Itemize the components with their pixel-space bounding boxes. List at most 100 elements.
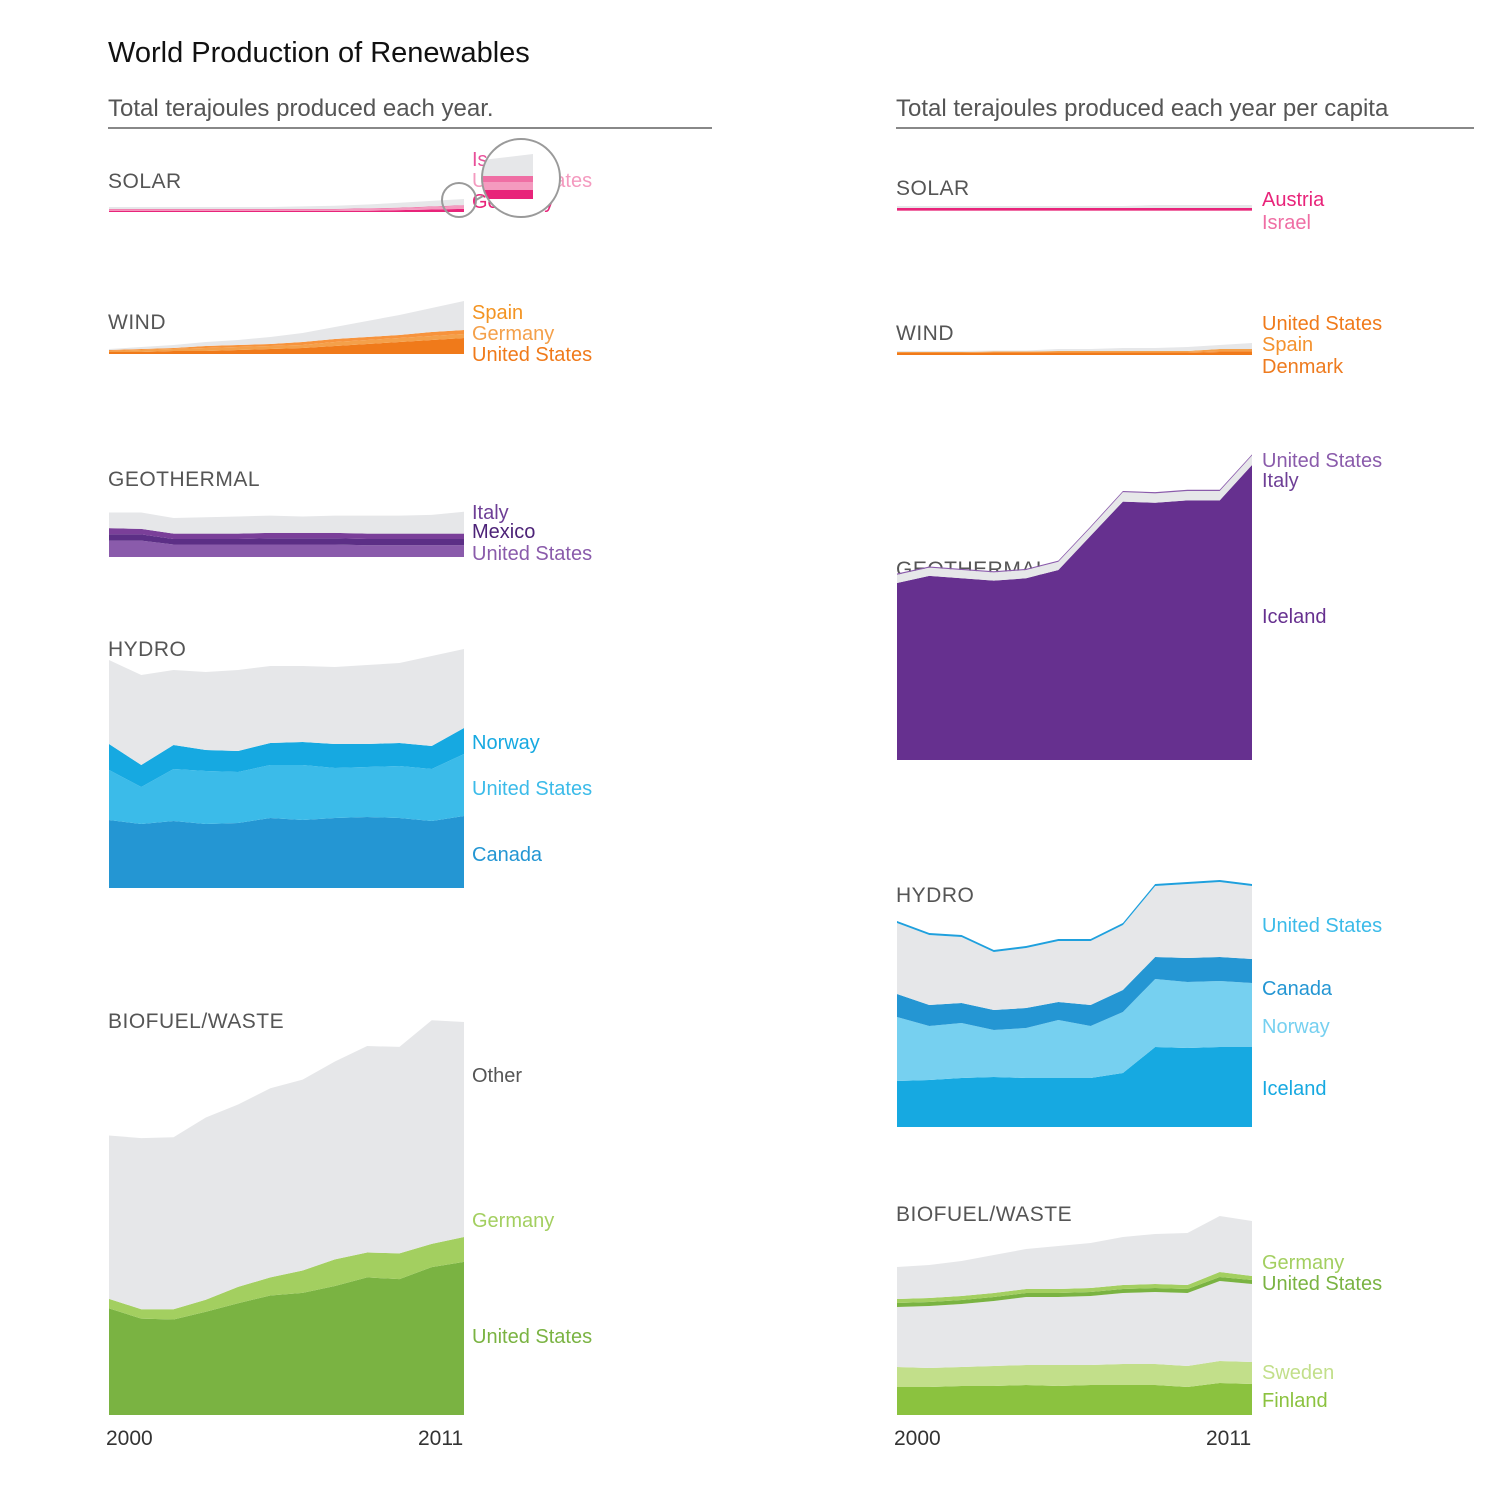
area-united-states [109, 1261, 464, 1415]
category-label: WIND [108, 311, 166, 334]
area-israel [109, 205, 464, 210]
area-iceland [897, 1047, 1252, 1127]
area-sweden [897, 1361, 1252, 1387]
area-germany [109, 1236, 464, 1320]
area-other [109, 1020, 464, 1310]
series-label: Sweden [1262, 1362, 1334, 1384]
panel-right: Total terajoules produced each year per … [894, 95, 1474, 1450]
area-norway [897, 979, 1252, 1081]
magnifier-inset [441, 138, 561, 218]
x-tick-label: 2000 [894, 1427, 941, 1450]
series-label: Germany [472, 1210, 554, 1232]
series-label: Germany [1262, 1252, 1344, 1274]
area-italy [109, 528, 464, 540]
area-united-states [109, 540, 464, 557]
series-label: United States [1262, 450, 1382, 472]
area-canada [897, 957, 1252, 1030]
category-label: HYDRO [896, 884, 974, 907]
series-label: Norway [1262, 1016, 1330, 1038]
series-label: Germany [472, 323, 554, 345]
magnifier-large-circle [481, 138, 561, 218]
series-label: Iceland [1262, 606, 1327, 628]
series-label: Mexico [472, 521, 535, 543]
x-tick-label: 2011 [1206, 1427, 1251, 1450]
area-denmark [897, 352, 1252, 355]
series-label: United States [1262, 313, 1382, 335]
series-label: Israel [1262, 212, 1311, 234]
area-other [897, 343, 1252, 352]
chart-title: World Production of Renewables [108, 37, 530, 69]
area-austria [897, 208, 1252, 210]
mag-area-germany [482, 190, 533, 199]
x-tick-label: 2011 [418, 1427, 463, 1450]
series-label: United States [472, 344, 592, 366]
area-other [109, 511, 464, 534]
mag-area-united-states [482, 182, 533, 190]
series-label: Italy [1262, 470, 1299, 492]
series-label: Canada [1262, 978, 1333, 1000]
series-label: Denmark [1262, 356, 1344, 378]
magnified-areas [482, 140, 560, 217]
area-italy [897, 455, 1252, 583]
area-germany [897, 1272, 1252, 1303]
category-label: BIOFUEL/WASTE [108, 1010, 284, 1033]
category-label: BIOFUEL/WASTE [896, 1203, 1072, 1226]
area-germany [109, 334, 464, 352]
magnifier-connector [475, 195, 484, 201]
series-label: United States [1262, 915, 1382, 937]
area-other [109, 649, 464, 765]
category-label: WIND [896, 322, 954, 345]
category-label: HYDRO [108, 638, 186, 661]
category-label: SOLAR [896, 177, 970, 200]
area-norway [109, 728, 464, 787]
mag-area-israel [482, 176, 533, 182]
group-hydro: HYDRO Norway United States Canada [108, 638, 592, 888]
area-other [109, 301, 464, 350]
chart-panels: Total terajoules produced each year. SOLA… [106, 95, 1474, 1450]
area-israel [897, 210, 1252, 211]
x-tick-label: 2000 [106, 1427, 153, 1450]
category-label: GEOTHERMAL [108, 468, 260, 491]
series-label: United States [1262, 1273, 1382, 1295]
mag-area-other [482, 154, 533, 178]
area-germany [109, 208, 464, 212]
series-label: United States [472, 543, 592, 565]
series-label: Spain [472, 302, 523, 324]
panel-subtitle: Total terajoules produced each year. [108, 95, 494, 122]
area-other [897, 205, 1252, 208]
area-mexico [109, 534, 464, 546]
panel-left: Total terajoules produced each year. SOLA… [106, 95, 712, 1450]
group-biofuel-waste: BIOFUEL/WASTE Other Germany United States [108, 1010, 592, 1415]
series-label: Norway [472, 732, 540, 754]
series-label: Finland [1262, 1390, 1328, 1412]
series-label: Iceland [1262, 1078, 1327, 1100]
area-united-states [109, 338, 464, 354]
area-finland [897, 1383, 1252, 1415]
area-iceland [897, 465, 1252, 760]
series-label: Other [472, 1065, 522, 1087]
area-united-states [109, 754, 464, 824]
area-other [897, 1281, 1252, 1368]
area-other [897, 882, 1252, 1010]
area-united-states [897, 1277, 1252, 1307]
panel-subtitle: Total terajoules produced each year per … [896, 95, 1389, 122]
area-united-states [109, 205, 464, 211]
area-canada [109, 816, 464, 888]
area-other [109, 198, 464, 209]
series-label: Canada [472, 844, 543, 866]
area-other [897, 1216, 1252, 1299]
series-label: Spain [1262, 334, 1313, 356]
series-label: Italy [472, 502, 509, 524]
series-label: United States [472, 1326, 592, 1348]
series-label: United States [472, 778, 592, 800]
group-hydro: HYDRO United States Canada Norway Iceland [896, 880, 1382, 1127]
category-label: SOLAR [108, 170, 182, 193]
series-label: Austria [1262, 189, 1325, 211]
